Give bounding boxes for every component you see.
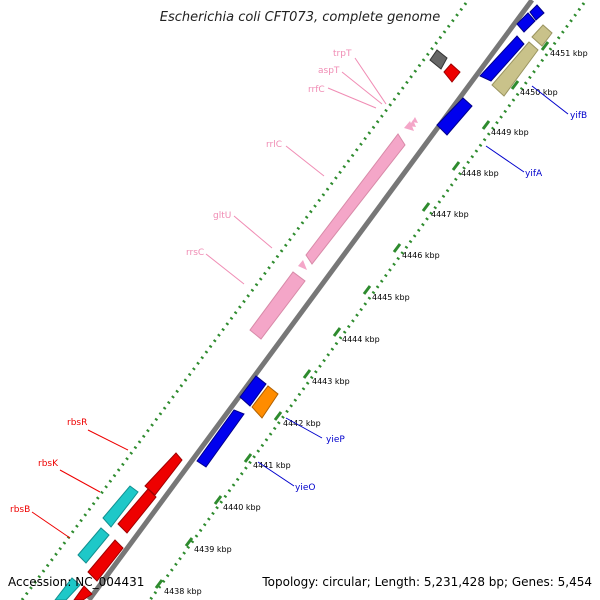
tick-label: 4443 kbp <box>312 377 350 386</box>
rna-genes <box>249 117 418 340</box>
gene-label-rrsC: rrsC <box>186 248 204 258</box>
tick-mark <box>273 411 283 421</box>
aspT-gene <box>409 120 416 127</box>
tick-label: 4445 kbp <box>372 293 410 302</box>
small-blue-gene-b <box>529 4 545 21</box>
rbsR-gene <box>144 452 183 496</box>
olive-gene-b <box>531 24 553 47</box>
outer-guide-line-left <box>20 2 468 600</box>
rbsK-gene <box>117 488 157 534</box>
yifB-gene <box>479 35 525 82</box>
yieO-gene <box>196 409 245 468</box>
yifA-gene <box>436 97 473 136</box>
tick-mark <box>510 80 520 90</box>
inner-genes <box>54 4 553 600</box>
tick-label: 4446 kbp <box>402 251 440 260</box>
gene-label-rbsB: rbsB <box>10 505 30 515</box>
tick-label: 4449 kbp <box>491 128 529 137</box>
olive-gene-a <box>491 41 539 97</box>
gene-labels: rbsR rbsK rbsB yieP yieO yifA yifB trpT aspT rrfC… <box>10 49 587 515</box>
topology-label: Topology: circular; Length: 5,231,428 bp… <box>262 575 592 589</box>
tick-label: 4448 kbp <box>461 169 499 178</box>
yieO-gene-b <box>239 375 267 407</box>
tick-mark <box>243 453 253 463</box>
gene-label-yifA: yifA <box>525 169 543 179</box>
tick-label: 4444 kbp <box>342 335 380 344</box>
grey-gene <box>429 49 448 70</box>
tick-label: 4450 kbp <box>520 88 558 97</box>
tick-mark <box>451 161 461 171</box>
gene-label-rrlC: rrlC <box>266 140 282 150</box>
trpT-gene <box>412 117 418 123</box>
gene-label-rbsR: rbsR <box>67 418 87 428</box>
tick-label: 4442 kbp <box>283 419 321 428</box>
tick-mark <box>362 285 372 295</box>
tick-mark <box>302 369 312 379</box>
gene-label-yieP: yieP <box>326 435 345 445</box>
tick-label: 4438 kbp <box>164 587 202 596</box>
gltU-gene <box>298 260 307 270</box>
tick-mark <box>540 41 550 51</box>
rrlC-gene <box>305 133 406 265</box>
rbs-cyan-gene-a <box>102 485 139 528</box>
gene-label-trpT: trpT <box>333 49 352 59</box>
tick-label: 4447 kbp <box>431 210 469 219</box>
tick-label: 4441 kbp <box>253 461 291 470</box>
small-blue-gene-a <box>516 12 536 33</box>
tick-mark <box>421 202 431 212</box>
tick-mark <box>392 243 402 253</box>
gene-label-gltU: gltU <box>213 211 231 221</box>
tick-label: 4440 kbp <box>223 503 261 512</box>
rbs-cyan-gene-c <box>54 577 81 600</box>
genome-backbone <box>86 0 535 600</box>
tick-mark <box>184 537 194 547</box>
tick-marks: 4438 kbp 4439 kbp 4440 kbp 4441 kbp 4442 kbp… <box>154 41 588 596</box>
red-small-gene <box>443 63 461 83</box>
rbsB-gene-b <box>73 585 93 600</box>
tick-mark <box>154 579 164 589</box>
map-title: Escherichia coli CFT073, complete genome <box>159 10 441 25</box>
accession-label: Accession: NC_004431 <box>8 575 145 589</box>
label-leaders <box>31 57 569 539</box>
gene-label-yifB: yifB <box>570 111 587 121</box>
tick-mark <box>213 495 223 505</box>
tick-mark <box>332 327 342 337</box>
rrsC-gene <box>249 271 306 340</box>
rbs-cyan-gene-b <box>77 527 110 564</box>
gene-label-rbsK: rbsK <box>38 459 59 469</box>
gene-label-yieO: yieO <box>295 483 315 493</box>
tick-label: 4451 kbp <box>550 49 588 58</box>
gene-label-aspT: aspT <box>318 66 340 76</box>
tick-mark <box>481 120 491 130</box>
gene-label-rrfC: rrfC <box>308 85 325 95</box>
rbsB-gene-a <box>87 539 124 582</box>
orange-gene <box>251 385 279 419</box>
tick-label: 4439 kbp <box>194 545 232 554</box>
